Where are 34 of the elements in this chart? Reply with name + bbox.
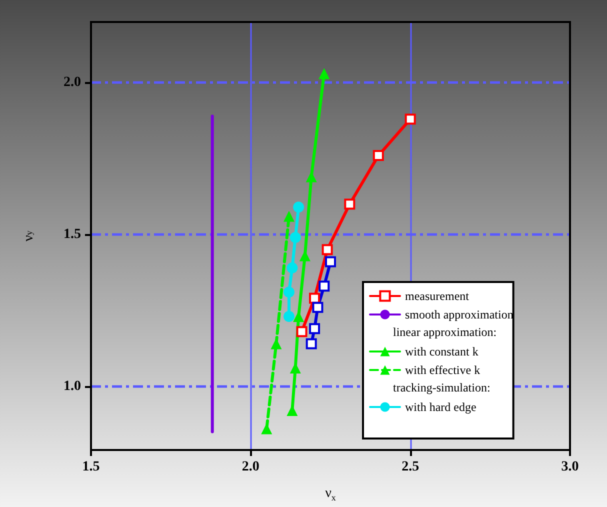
point (284, 310, 294, 322)
y-tick-label: 2.0 (64, 75, 81, 90)
point (306, 338, 317, 350)
point (293, 202, 304, 213)
y-tick-label: 1.0 (64, 378, 81, 394)
point (322, 244, 333, 256)
point (296, 326, 308, 338)
annotation: tracking-simulation: (393, 380, 490, 394)
x-tick-label: 2.5 (402, 460, 420, 474)
point (404, 114, 416, 125)
point (286, 262, 298, 274)
point (290, 232, 301, 244)
point (312, 302, 324, 313)
point (283, 210, 294, 222)
point (344, 198, 356, 210)
legend-label: with effective k (405, 363, 480, 377)
point (309, 292, 320, 304)
legend-label: with constant k (405, 344, 478, 358)
annotation: linear approximation: (393, 325, 497, 339)
legend-label: measurement (405, 289, 470, 303)
point (325, 256, 336, 268)
x-tick-label: 2.0 (242, 460, 260, 474)
y-axis-title: νy (22, 230, 36, 242)
x-tick-label: 3.0 (561, 460, 579, 474)
legend-label: smooth approximation (405, 308, 514, 322)
point (284, 286, 294, 298)
point (309, 323, 320, 334)
legend-label: with hard edge (405, 400, 476, 414)
point (318, 68, 330, 80)
point (261, 423, 272, 434)
point (318, 280, 330, 292)
point (372, 150, 384, 162)
x-tick-label: 1.5 (82, 460, 100, 474)
y-tick-label: 1.5 (64, 226, 81, 242)
